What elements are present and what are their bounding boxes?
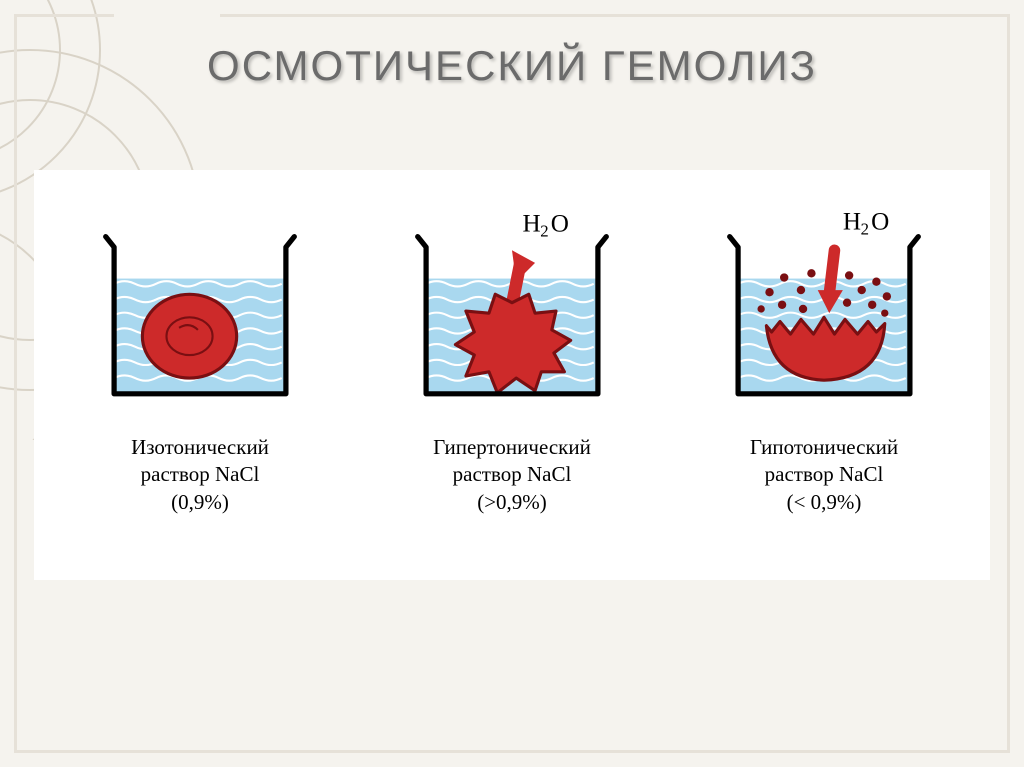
caption-hypotonic: Гипотонический раствор NaCl (< 0,9%) <box>750 434 898 516</box>
caption-line: (0,9%) <box>131 489 269 516</box>
diagram-area: Изотонический раствор NaCl (0,9%) H 2 O <box>34 170 990 580</box>
caption-hypertonic: Гипертонический раствор NaCl (>0,9%) <box>433 434 591 516</box>
svg-text:2: 2 <box>540 222 548 241</box>
slide-frame-top-left <box>14 14 114 17</box>
beaker-isotonic: Изотонический раствор NaCl (0,9%) <box>50 200 350 516</box>
h2o-label: H <box>843 208 861 235</box>
svg-text:O: O <box>551 210 569 237</box>
slide-frame-top-right <box>220 14 1010 17</box>
caption-line: (>0,9%) <box>433 489 591 516</box>
beaker-hypotonic-svg: H 2 O <box>719 200 929 420</box>
caption-line: раствор NaCl <box>433 461 591 488</box>
caption-line: Изотонический <box>131 434 269 461</box>
svg-text:2: 2 <box>861 220 869 239</box>
caption-line: раствор NaCl <box>750 461 898 488</box>
svg-text:O: O <box>871 208 889 235</box>
slide-title: ОСМОТИЧЕСКИЙ ГЕМОЛИЗ <box>0 42 1024 90</box>
caption-line: Гипертонический <box>433 434 591 461</box>
beaker-hypotonic: H 2 O <box>674 200 974 516</box>
caption-line: раствор NaCl <box>131 461 269 488</box>
cell-isotonic-icon <box>142 294 236 378</box>
beaker-hypertonic: H 2 O Гипертонический раствор NaCl (>0,9… <box>362 200 662 516</box>
h2o-label: H <box>522 210 540 237</box>
caption-line: (< 0,9%) <box>750 489 898 516</box>
beaker-hypertonic-svg: H 2 O <box>407 200 617 420</box>
caption-isotonic: Изотонический раствор NaCl (0,9%) <box>131 434 269 516</box>
caption-line: Гипотонический <box>750 434 898 461</box>
beaker-isotonic-svg <box>95 200 305 420</box>
